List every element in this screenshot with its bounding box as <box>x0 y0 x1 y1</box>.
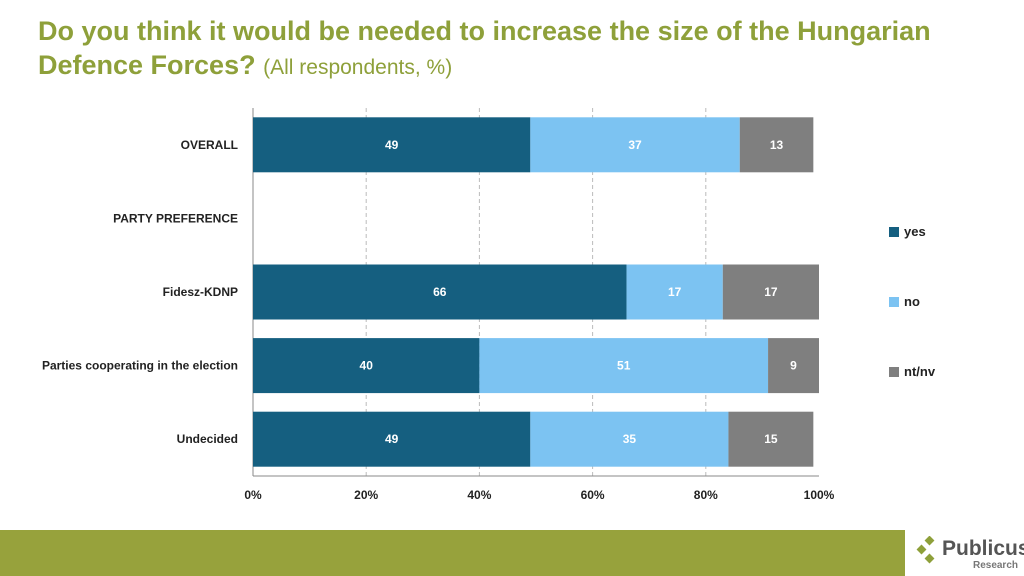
bar-nt-nv <box>739 117 814 173</box>
legend-swatch <box>889 297 899 307</box>
data-label: 17 <box>764 285 778 299</box>
bar-no <box>530 411 729 467</box>
logo-name: Publicus <box>942 537 1024 560</box>
bar-yes <box>253 411 531 467</box>
data-label: 9 <box>790 359 797 373</box>
bar-yes <box>253 117 531 173</box>
category-label: Parties cooperating in the election <box>42 359 238 373</box>
x-tick-label: 100% <box>804 488 835 502</box>
legend-swatch <box>889 227 899 237</box>
data-label: 49 <box>385 138 399 152</box>
title-text: Do you think it would be needed to incre… <box>38 16 931 80</box>
category-label: PARTY PREFERENCE <box>113 211 238 225</box>
data-label: 17 <box>668 285 682 299</box>
data-label: 66 <box>433 285 447 299</box>
data-label: 13 <box>770 138 784 152</box>
bar-no <box>626 264 723 320</box>
legend-label: no <box>904 294 920 309</box>
bar-yes <box>253 338 480 394</box>
category-label: Undecided <box>177 432 238 446</box>
category-label: Fidesz-KDNP <box>163 285 238 299</box>
bar-nt-nv <box>728 411 814 467</box>
subtitle: (All respondents, %) <box>263 56 453 79</box>
x-tick-label: 0% <box>244 488 262 502</box>
bar-nt-nv <box>768 338 819 394</box>
data-label: 49 <box>385 432 399 446</box>
data-label: 40 <box>360 359 374 373</box>
bar-no <box>479 338 769 394</box>
category-label: OVERALL <box>181 138 238 152</box>
logo-tagline: Research <box>972 560 1018 571</box>
x-tick-label: 60% <box>581 488 605 502</box>
data-label: 37 <box>628 138 642 152</box>
legend-label: nt/nv <box>904 364 936 379</box>
x-tick-label: 20% <box>354 488 378 502</box>
bar-no <box>530 117 740 173</box>
data-label: 15 <box>764 432 778 446</box>
x-tick-label: 80% <box>694 488 718 502</box>
legend-swatch <box>889 367 899 377</box>
bar-yes <box>253 264 627 320</box>
bar-nt-nv <box>722 264 819 320</box>
footer-band <box>0 530 905 576</box>
x-tick-label: 40% <box>467 488 491 502</box>
publicus-logo: Publicus Research <box>916 534 1024 574</box>
logo-icon <box>916 536 935 564</box>
legend-label: yes <box>904 224 926 239</box>
data-label: 51 <box>617 359 631 373</box>
chart-title: Do you think it would be needed to incre… <box>38 14 998 85</box>
data-label: 35 <box>623 432 637 446</box>
